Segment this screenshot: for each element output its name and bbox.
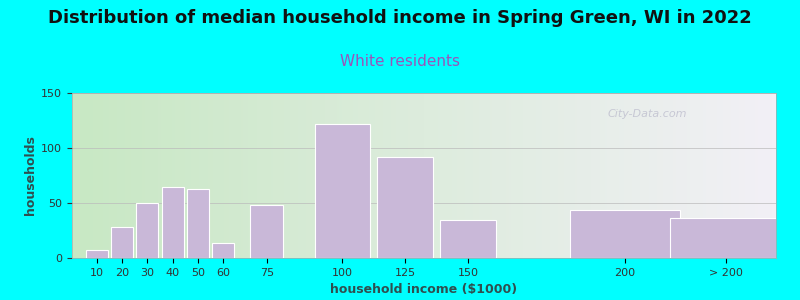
X-axis label: household income ($1000): household income ($1000) [330, 283, 518, 296]
Bar [378, 157, 433, 258]
Bar [86, 250, 108, 258]
Bar [111, 227, 134, 258]
Bar [250, 205, 283, 258]
Y-axis label: households: households [24, 136, 37, 215]
Bar [186, 189, 209, 258]
Bar [570, 210, 681, 258]
Bar [440, 220, 496, 258]
Bar [212, 243, 234, 258]
Text: Distribution of median household income in Spring Green, WI in 2022: Distribution of median household income … [48, 9, 752, 27]
Bar [670, 218, 781, 258]
Bar [162, 187, 184, 258]
Bar [136, 203, 158, 258]
Bar [314, 124, 370, 258]
Text: White residents: White residents [340, 54, 460, 69]
Text: City-Data.com: City-Data.com [607, 110, 686, 119]
